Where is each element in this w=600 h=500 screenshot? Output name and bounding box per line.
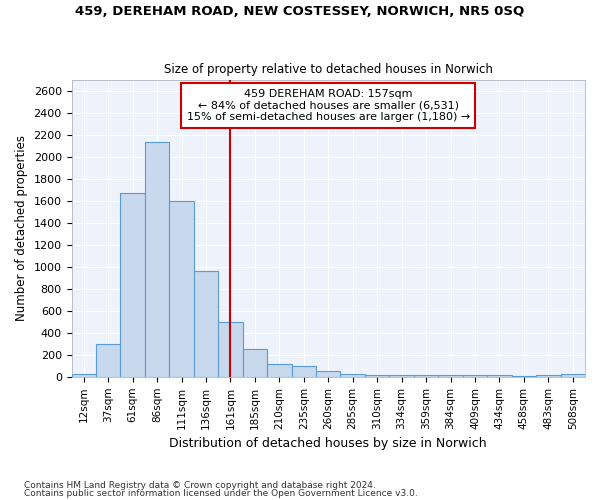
Bar	[536, 375, 560, 377]
Bar	[169, 201, 194, 377]
Y-axis label: Number of detached properties: Number of detached properties	[15, 136, 28, 322]
Bar	[218, 322, 242, 377]
Bar	[414, 374, 438, 377]
Bar	[512, 376, 536, 377]
Bar	[267, 364, 292, 377]
Text: 459 DEREHAM ROAD: 157sqm
← 84% of detached houses are smaller (6,531)
15% of sem: 459 DEREHAM ROAD: 157sqm ← 84% of detach…	[187, 89, 470, 122]
Bar	[438, 375, 463, 377]
Bar	[340, 374, 365, 377]
Bar	[242, 350, 267, 377]
Bar	[71, 374, 96, 377]
Bar	[365, 374, 389, 377]
Bar	[389, 374, 414, 377]
Bar	[316, 372, 340, 377]
Bar	[487, 375, 512, 377]
Bar	[145, 142, 169, 377]
Bar	[194, 272, 218, 377]
Bar	[560, 374, 585, 377]
Bar	[463, 375, 487, 377]
Text: Contains HM Land Registry data © Crown copyright and database right 2024.: Contains HM Land Registry data © Crown c…	[24, 480, 376, 490]
Title: Size of property relative to detached houses in Norwich: Size of property relative to detached ho…	[164, 63, 493, 76]
Text: 459, DEREHAM ROAD, NEW COSTESSEY, NORWICH, NR5 0SQ: 459, DEREHAM ROAD, NEW COSTESSEY, NORWIC…	[76, 5, 524, 18]
X-axis label: Distribution of detached houses by size in Norwich: Distribution of detached houses by size …	[169, 437, 487, 450]
Bar	[292, 366, 316, 377]
Text: Contains public sector information licensed under the Open Government Licence v3: Contains public sector information licen…	[24, 489, 418, 498]
Bar	[96, 344, 121, 377]
Bar	[121, 193, 145, 377]
